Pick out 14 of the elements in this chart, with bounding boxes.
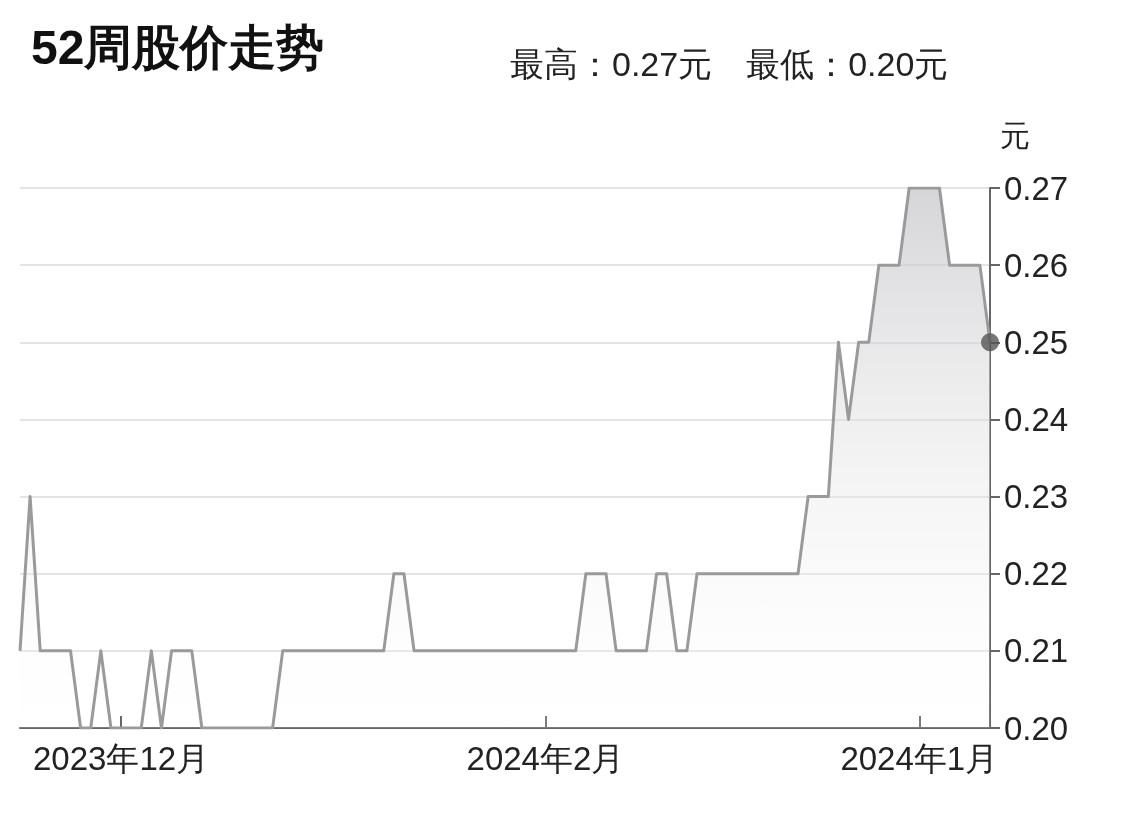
x-tick-label: 2024年2月 [466,740,625,777]
y-tick-label: 0.23 [1004,478,1069,516]
y-tick-label: 0.22 [1004,555,1069,593]
y-axis-title: 元 [1000,118,1030,152]
y-tick-label: 0.21 [1004,632,1069,670]
x-tick-label: 2024年1月 [840,740,999,777]
chart-title: 52周股价走势 [31,20,325,74]
y-tick-label: 0.20 [1004,709,1069,747]
y-tick-label: 0.26 [1004,246,1069,284]
x-tick-label: 2023年12月 [32,740,210,777]
y-tick-label: 0.27 [1004,169,1069,207]
y-tick-label: 0.24 [1004,400,1069,438]
y-tick-label: 0.25 [1004,323,1069,361]
chart-subtitle: 最高：0.27元 最低：0.20元 [510,45,949,83]
